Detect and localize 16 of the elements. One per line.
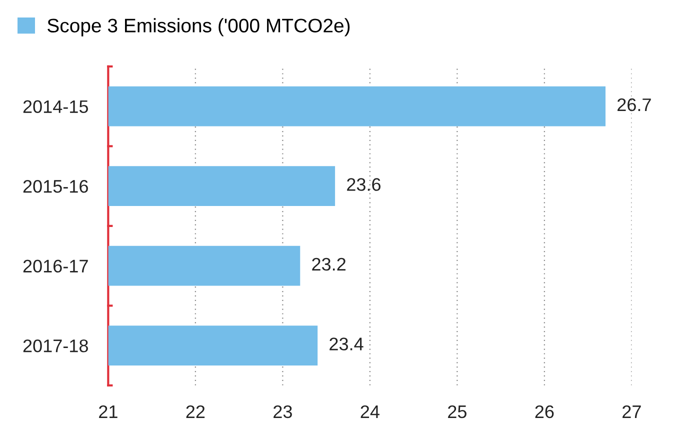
x-tick-label: 22 (186, 405, 205, 418)
x-tick-label: 24 (360, 405, 380, 418)
data-label: 23.6 (347, 178, 380, 191)
y-tick-label: 2017-18 (23, 339, 88, 352)
y-tick-label: 2015-16 (23, 180, 88, 193)
data-label: 23.2 (312, 258, 346, 271)
x-tick-label: 23 (274, 405, 292, 418)
y-tick-label: 2014-15 (23, 100, 88, 114)
data-label: 23.4 (330, 338, 364, 350)
y-tick-label: 2016-17 (23, 260, 88, 273)
x-tick-label: 27 (622, 405, 641, 418)
x-tick-label: 26 (535, 405, 554, 418)
x-tick-label: 25 (448, 405, 466, 418)
data-label: 26.7 (618, 98, 651, 112)
x-tick-label: 21 (99, 405, 118, 418)
legend-label: Scope 3 Emissions ('000 MTCO2e) (48, 18, 350, 36)
